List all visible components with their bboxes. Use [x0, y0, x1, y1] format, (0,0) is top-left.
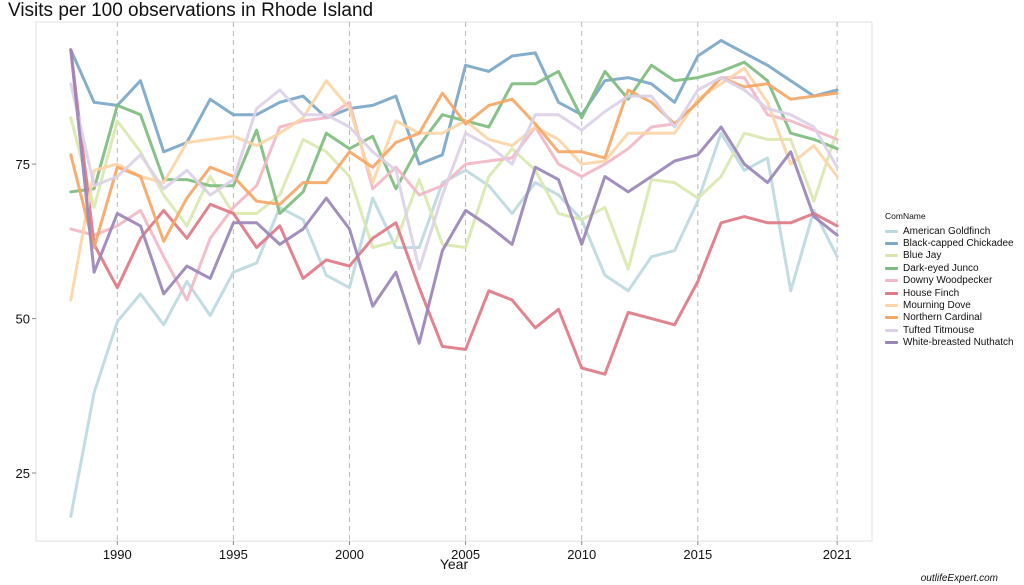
legend-label: White-breasted Nuthatch — [903, 337, 1014, 349]
legend: ComName American Goldfinch Black-capped C… — [885, 211, 1014, 349]
legend-label: Black-capped Chickadee — [903, 238, 1014, 250]
legend-swatch — [885, 341, 898, 345]
legend-item-tufted-titmouse: Tufted Titmouse — [885, 324, 1014, 336]
x-tick-label-1995: 1995 — [219, 547, 248, 562]
legend-item-mourning-dove: Mourning Dove — [885, 299, 1014, 311]
legend-swatch — [885, 279, 898, 283]
watermark: outlifeExpert.com — [920, 573, 998, 584]
legend-label: Downy Woodpecker — [903, 275, 993, 287]
series-line-house-finch — [69, 48, 839, 376]
legend-item-black-capped-chickadee: Black-capped Chickadee — [885, 237, 1014, 249]
legend-item-white-breasted-nuthatch: White-breasted Nuthatch — [885, 337, 1014, 349]
plot-background — [35, 21, 873, 542]
legend-item-downy-woodpecker: Downy Woodpecker — [885, 275, 1014, 287]
legend-label: Mourning Dove — [903, 300, 971, 312]
legend-swatch — [885, 304, 898, 308]
legend-swatch — [885, 229, 898, 233]
series-line-tufted-titmouse — [69, 76, 839, 271]
chart-title: Visits per 100 observations in Rhode Isl… — [8, 0, 374, 21]
legend-title: ComName — [885, 211, 926, 221]
legend-swatch — [885, 242, 898, 246]
axes: 1990 1995 2000 2005 2010 2015 2021 25 50 75 — [16, 157, 852, 562]
legend-swatch — [885, 291, 898, 295]
legend-label: Tufted Titmouse — [903, 324, 975, 336]
legend-item-blue-jay: Blue Jay — [885, 250, 1014, 262]
y-tick-label-75: 75 — [16, 157, 30, 172]
series-lines — [69, 39, 839, 518]
x-tick-label-2021: 2021 — [823, 547, 852, 562]
x-tick-label-2010: 2010 — [567, 547, 596, 562]
legend-label: House Finch — [903, 287, 960, 299]
legend-item-dark-eyed-junco: Dark-eyed Junco — [885, 262, 1014, 274]
legend-item-house-finch: House Finch — [885, 287, 1014, 299]
legend-swatch — [885, 328, 898, 332]
y-tick-label-25: 25 — [16, 466, 30, 481]
legend-label: Blue Jay — [903, 250, 942, 262]
x-tick-label-2005: 2005 — [451, 547, 480, 562]
x-tick-label-1990: 1990 — [103, 547, 132, 562]
legend-swatch — [885, 316, 898, 320]
legend-label: Dark-eyed Junco — [903, 262, 979, 274]
x-axis-label: Year — [440, 556, 469, 572]
grid-lines — [116, 22, 838, 541]
legend-swatch — [885, 254, 898, 258]
legend-swatch — [885, 266, 898, 270]
x-tick-label-2000: 2000 — [335, 547, 364, 562]
legend-items: American Goldfinch Black-capped Chickadee… — [885, 225, 1014, 349]
legend-item-american-goldfinch: American Goldfinch — [885, 225, 1014, 237]
y-tick-label-50: 50 — [16, 312, 30, 327]
x-tick-label-2015: 2015 — [683, 547, 712, 562]
legend-label: American Goldfinch — [903, 225, 991, 237]
series-line-blue-jay — [69, 116, 839, 271]
legend-item-northern-cardinal: Northern Cardinal — [885, 312, 1014, 324]
series-line-white-breasted-nuthatch — [69, 48, 839, 345]
legend-label: Northern Cardinal — [903, 312, 982, 324]
